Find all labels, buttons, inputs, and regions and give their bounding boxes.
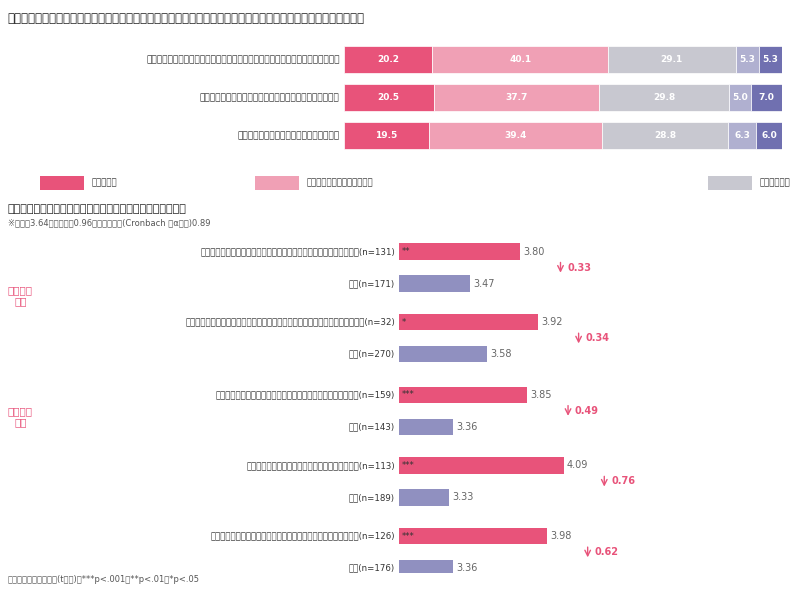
Text: あてはまる: あてはまる xyxy=(92,178,117,187)
Text: 28.8: 28.8 xyxy=(654,131,676,140)
Bar xyxy=(399,314,538,330)
Bar xyxy=(399,489,449,505)
Text: ない(n=143): ない(n=143) xyxy=(349,422,395,431)
Text: ない(n=171): ない(n=171) xyxy=(349,279,395,288)
Bar xyxy=(40,176,84,190)
Text: 自分自身が、障害を理由とした配慮を受けて働いている（働いたことがある）(n=32): 自分自身が、障害を理由とした配慮を受けて働いている（働いたことがある）(n=32… xyxy=(185,318,395,327)
Bar xyxy=(399,457,563,473)
Text: あなたは、あなたの職場で働く障害のある人と、以下のようなコミュニケーションをどのくらい行っていますか。: あなたは、あなたの職場で働く障害のある人と、以下のようなコミュニケーションをどの… xyxy=(8,12,365,25)
Text: 7.0: 7.0 xyxy=(759,93,775,102)
Bar xyxy=(759,46,782,73)
Text: 19.5: 19.5 xyxy=(375,131,397,140)
Text: 0.49: 0.49 xyxy=(575,406,599,415)
Bar xyxy=(429,122,602,149)
Text: 20.5: 20.5 xyxy=(378,93,400,102)
Bar xyxy=(432,46,608,73)
Text: 3.36: 3.36 xyxy=(457,563,478,573)
Text: *: * xyxy=(401,318,405,327)
Text: 3.98: 3.98 xyxy=(551,531,572,541)
Text: 職場での
経験: 職場での 経験 xyxy=(8,406,33,427)
Text: ***: *** xyxy=(401,461,414,470)
Bar xyxy=(735,46,759,73)
Text: ない(n=189): ない(n=189) xyxy=(349,493,395,502)
Text: **: ** xyxy=(401,247,410,256)
Bar xyxy=(399,418,453,435)
Text: どちらともいえない: どちらともいえない xyxy=(760,178,790,187)
Text: ない(n=176): ない(n=176) xyxy=(349,564,395,573)
Text: 0.33: 0.33 xyxy=(567,262,591,272)
Bar xyxy=(344,46,432,73)
Bar xyxy=(434,84,599,111)
Text: 学校や地域において、障害のある人と日常的な接点がある（あった）(n=131): 学校や地域において、障害のある人と日常的な接点がある（あった）(n=131) xyxy=(200,247,395,256)
Bar xyxy=(399,243,520,259)
Text: 6.3: 6.3 xyxy=(734,131,750,140)
Bar xyxy=(399,346,487,362)
Bar xyxy=(399,528,547,544)
Text: 0.76: 0.76 xyxy=(611,476,635,486)
Text: 3.36: 3.36 xyxy=(457,422,478,432)
Text: 3.92: 3.92 xyxy=(541,317,562,327)
Text: 人事や上司から障害特性や必要な配慮についての説明があった(n=159): 人事や上司から障害特性や必要な配慮についての説明があった(n=159) xyxy=(216,390,395,400)
Bar xyxy=(728,122,756,149)
Text: 0.34: 0.34 xyxy=(585,333,609,343)
Bar xyxy=(399,275,470,291)
Text: 3.85: 3.85 xyxy=(531,389,552,400)
Text: 5.3: 5.3 xyxy=(739,55,755,64)
Text: 39.4: 39.4 xyxy=(504,131,527,140)
Text: 37.7: 37.7 xyxy=(505,93,528,102)
Text: ない(n=270): ない(n=270) xyxy=(349,350,395,359)
Text: 5.3: 5.3 xyxy=(762,55,778,64)
Text: うまく仕事を進められるよう、仕事を手伝ったり問題解決に協力したりしている: うまく仕事を進められるよう、仕事を手伝ったり問題解決に協力したりしている xyxy=(146,55,340,64)
Bar xyxy=(608,46,735,73)
Text: 3.58: 3.58 xyxy=(490,349,511,359)
Text: 3.33: 3.33 xyxy=(452,492,473,502)
Text: 6.0: 6.0 xyxy=(761,131,777,140)
Text: どのような支援をしていけばいいかについて、職場で話し合った(n=126): どのような支援をしていけばいいかについて、職場で話し合った(n=126) xyxy=(210,532,395,541)
Text: ***: *** xyxy=(401,390,414,400)
Text: ２群の平均値差の検定(t検定)　***p<.001　**p<.01　*p<.05: ２群の平均値差の検定(t検定) ***p<.001 **p<.01 *p<.05 xyxy=(8,575,200,584)
Bar xyxy=(344,84,434,111)
Text: ***: *** xyxy=(401,532,414,541)
Text: 仕事での貢献に対して、感謝を示している: 仕事での貢献に対して、感謝を示している xyxy=(238,131,340,140)
Text: 29.1: 29.1 xyxy=(660,55,683,64)
Text: 3.47: 3.47 xyxy=(473,278,495,288)
Bar xyxy=(729,84,751,111)
Bar xyxy=(399,560,453,576)
Bar xyxy=(756,122,782,149)
Bar xyxy=(602,122,728,149)
Text: 29.8: 29.8 xyxy=(653,93,675,102)
Text: どちらかというとあてはまる: どちらかというとあてはまる xyxy=(307,178,374,187)
Bar xyxy=(344,122,429,149)
Bar xyxy=(599,84,729,111)
Text: 必要とするときに、話を聞いたり相談に乗ったりしている: 必要とするときに、話を聞いたり相談に乗ったりしている xyxy=(200,93,340,102)
Text: 4.09: 4.09 xyxy=(567,460,589,470)
Bar xyxy=(255,176,299,190)
Bar xyxy=(708,176,752,190)
Text: 個人的な働きかけ（上記の３項目を尺度化）に影響する要因: 個人的な働きかけ（上記の３項目を尺度化）に影響する要因 xyxy=(8,204,186,214)
Text: 本人と障害特性や必要な配慮について話し合った(n=113): 本人と障害特性や必要な配慮について話し合った(n=113) xyxy=(246,461,395,470)
Text: ※平均値3.64、標準偏差0.96、信頼性係数(Cronbach のα係数)0.89: ※平均値3.64、標準偏差0.96、信頼性係数(Cronbach のα係数)0.… xyxy=(8,219,210,228)
Text: 3.80: 3.80 xyxy=(523,246,544,256)
Text: 5.0: 5.0 xyxy=(732,93,748,102)
Text: 20.2: 20.2 xyxy=(377,55,399,64)
Text: 0.62: 0.62 xyxy=(594,547,619,557)
Text: 40.1: 40.1 xyxy=(509,55,531,64)
Text: 個人的な
経験: 個人的な 経験 xyxy=(8,285,33,306)
Bar xyxy=(399,387,527,403)
Bar xyxy=(751,84,782,111)
